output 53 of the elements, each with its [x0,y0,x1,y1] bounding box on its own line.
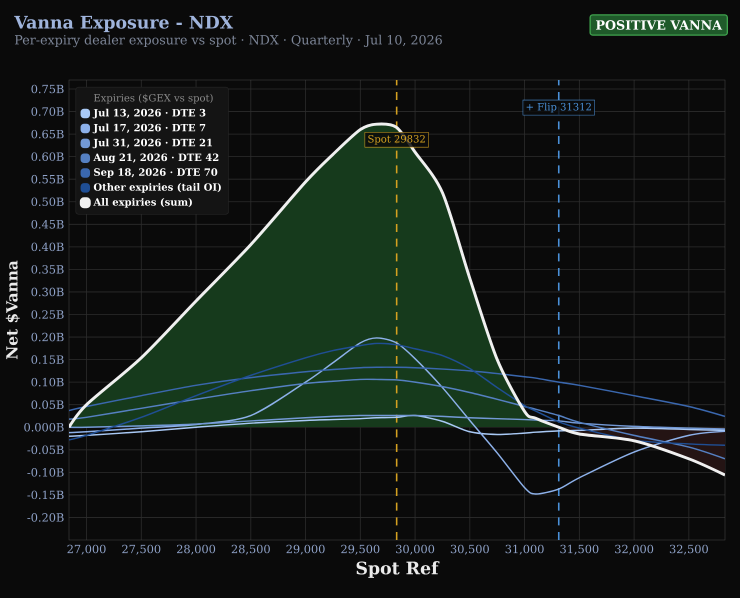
x-tick-label: 28,000 [176,544,216,555]
y-tick-label: 0.70B [31,107,64,116]
line-series [69,378,725,460]
y-tick-label: 0.05B [31,400,64,409]
y-tick-label: 0.000B [24,422,64,432]
x-tick-label: 31,000 [506,544,544,555]
y-tick-label: 0.35B [31,265,64,274]
x-tick-label: 32,500 [670,544,708,555]
legend-label: Aug 21, 2026 · DTE 42 [93,154,218,164]
legend-label: All expiries (sum) [93,198,192,208]
chart-title: Vanna Exposure - NDX [14,16,234,32]
y-tick-label: -0.05B [27,446,64,454]
y-tick-label: 0.40B [31,242,64,252]
y-tick-label: 0.65B [31,130,64,138]
ref-line-label: + Flip 31312 [526,102,591,112]
x-tick-label: 29,000 [286,544,325,555]
x-tick-label: 27,500 [122,544,160,555]
x-tick-label: 29,500 [341,544,380,555]
y-tick-label: 0.55B [31,174,64,184]
x-tick-label: 30,000 [396,544,434,555]
y-tick-label: 0.15B [31,355,64,364]
line-series [69,414,725,430]
legend-label: Jul 17, 2026 · DTE 7 [92,124,206,134]
line-series [69,342,725,446]
text: POSITIVE VANNA [596,20,722,30]
y-tick-label: 0.20B [31,332,64,342]
x-tick-label: 30,500 [450,544,489,555]
legend-title: Expiries ($GEX vs spot) [94,94,213,104]
x-tick-label: 28,500 [232,544,270,555]
y-tick-label: 0.45B [31,220,64,229]
legend-label: Sep 18, 2026 · DTE 70 [94,168,218,178]
y-tick-label: -0.10B [27,468,64,477]
x-axis-title: Spot Ref [356,561,440,578]
line-series [69,337,725,495]
x-tick-label: 32,000 [615,544,654,555]
x-tick-label: 27,000 [67,544,106,555]
chart-subtitle: Per-expiry dealer exposure vs spot · NDX · Quarterly · Jul 10, 2026 [14,34,442,48]
y-tick-label: 0.30B [31,288,64,296]
y-axis-title: Net $Vanna [6,260,20,360]
legend-label: Other expiries (tail OI) [94,183,221,193]
y-tick-label: -0.20B [27,513,64,522]
legend-label: Jul 13, 2026 · DTE 3 [92,108,206,118]
y-tick-label: 0.25B [31,310,64,319]
y-tick-label: 0.75B [31,84,64,94]
line-series [69,366,725,418]
y-tick-label: -0.15B [27,490,64,500]
y-tick-label: 0.60B [31,152,64,161]
line-series [69,414,725,437]
y-tick-label: 0.10B [31,378,64,386]
ref-line-label: Spot 29832 [368,135,425,145]
legend-label: Jul 31, 2026 · DTE 21 [92,138,212,148]
x-tick-label: 31,500 [560,544,598,555]
y-tick-label: 0.50B [31,197,64,206]
